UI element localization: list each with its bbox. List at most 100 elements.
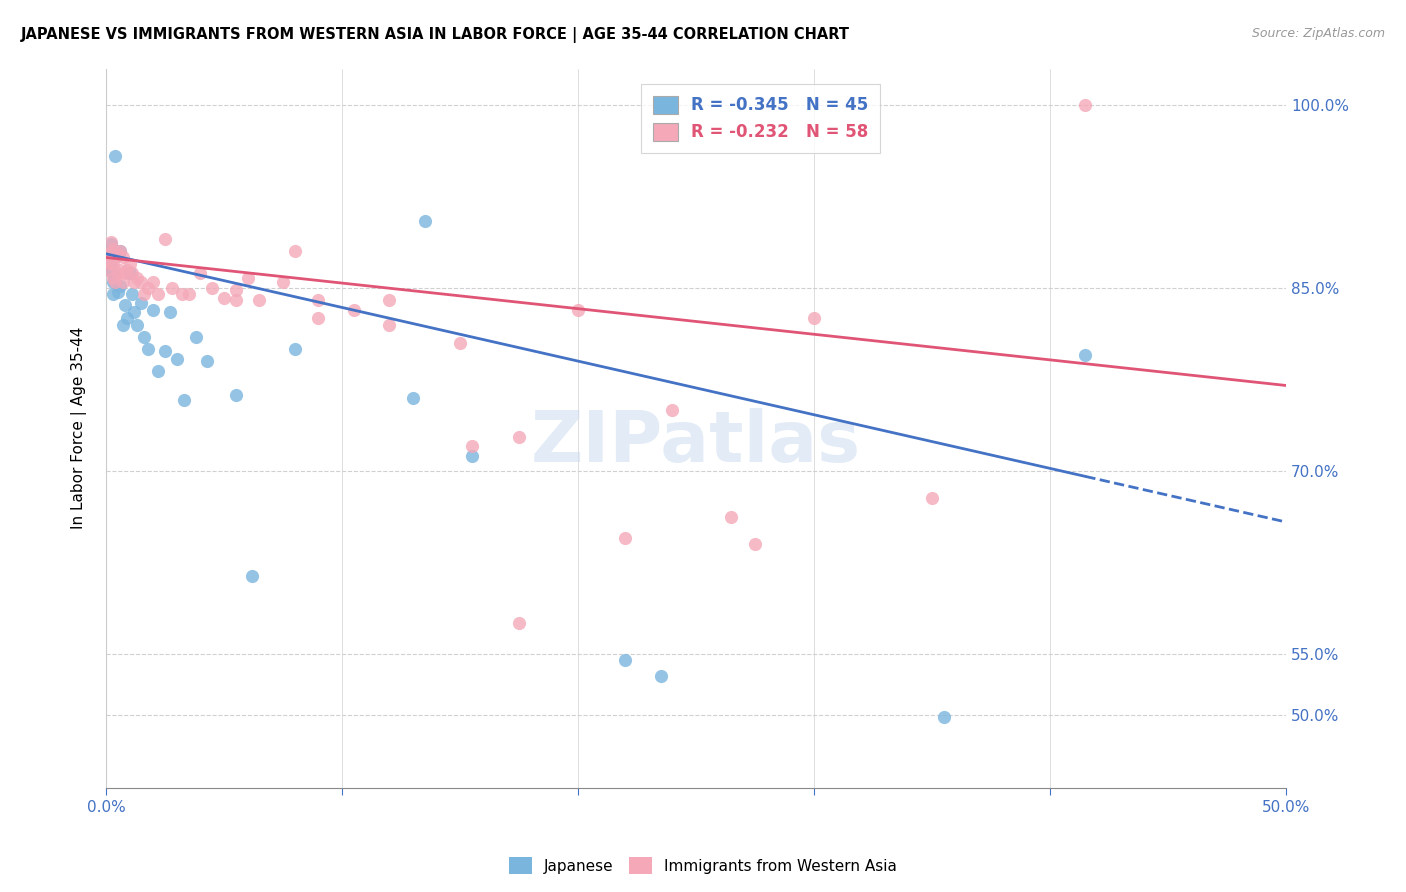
Point <box>921 491 943 505</box>
Point <box>166 351 188 366</box>
Point <box>101 251 124 265</box>
Point <box>132 287 155 301</box>
Point <box>225 293 247 307</box>
Point <box>101 275 124 289</box>
Point <box>100 256 122 270</box>
Point <box>138 281 160 295</box>
Point <box>101 256 124 270</box>
Point <box>413 214 436 228</box>
Point <box>97 247 120 261</box>
Point <box>104 251 127 265</box>
Point <box>108 278 131 293</box>
Point <box>461 449 484 463</box>
Text: JAPANESE VS IMMIGRANTS FROM WESTERN ASIA IN LABOR FORCE | AGE 35-44 CORRELATION : JAPANESE VS IMMIGRANTS FROM WESTERN ASIA… <box>21 27 851 43</box>
Point <box>378 318 401 332</box>
Point <box>104 149 127 163</box>
Point <box>101 287 124 301</box>
Point <box>449 335 471 350</box>
Point <box>111 251 134 265</box>
Legend: Japanese, Immigrants from Western Asia: Japanese, Immigrants from Western Asia <box>503 851 903 880</box>
Point <box>142 302 165 317</box>
Point <box>100 235 122 249</box>
Point <box>461 439 484 453</box>
Point <box>240 568 263 582</box>
Point <box>508 430 530 444</box>
Point <box>225 284 247 298</box>
Point <box>1074 98 1097 112</box>
Point <box>108 262 131 277</box>
Point <box>115 311 138 326</box>
Point <box>124 305 146 319</box>
Point <box>132 329 155 343</box>
Y-axis label: In Labor Force | Age 35-44: In Labor Force | Age 35-44 <box>72 327 87 529</box>
Point <box>124 275 146 289</box>
Point <box>932 710 955 724</box>
Point <box>121 266 143 280</box>
Point <box>212 291 235 305</box>
Point <box>567 302 589 317</box>
Point <box>190 266 212 280</box>
Text: ZIPatlas: ZIPatlas <box>531 408 860 477</box>
Point <box>125 318 148 332</box>
Point <box>101 242 124 256</box>
Point <box>104 275 127 289</box>
Point <box>284 342 307 356</box>
Point <box>118 256 141 270</box>
Point <box>720 510 742 524</box>
Point <box>121 287 143 301</box>
Point <box>614 531 637 545</box>
Point <box>201 281 224 295</box>
Point <box>118 266 141 280</box>
Point <box>153 344 176 359</box>
Point <box>173 393 195 408</box>
Point <box>108 244 131 259</box>
Point <box>614 653 637 667</box>
Point <box>402 391 425 405</box>
Point <box>378 293 401 307</box>
Point <box>101 271 124 285</box>
Point <box>115 262 138 277</box>
Point <box>744 537 766 551</box>
Point <box>1074 348 1097 362</box>
Point <box>650 668 672 682</box>
Point <box>104 275 127 289</box>
Point <box>177 287 200 301</box>
Point <box>160 281 183 295</box>
Point <box>108 244 131 259</box>
Point <box>284 244 307 259</box>
Point <box>247 293 270 307</box>
Point <box>138 342 160 356</box>
Point <box>97 262 120 277</box>
Point <box>170 287 193 301</box>
Point <box>97 244 120 259</box>
Point <box>142 275 165 289</box>
Point <box>97 251 120 265</box>
Point <box>508 616 530 631</box>
Point <box>114 298 136 312</box>
Point <box>100 244 122 259</box>
Point <box>101 266 124 280</box>
Point <box>307 293 329 307</box>
Point <box>114 266 136 280</box>
Point <box>100 247 122 261</box>
Point <box>146 364 169 378</box>
Point <box>131 275 153 289</box>
Point <box>146 287 169 301</box>
Point <box>159 305 181 319</box>
Point <box>125 271 148 285</box>
Point <box>307 311 329 326</box>
Point <box>111 318 134 332</box>
Point <box>100 254 122 268</box>
Point <box>107 266 129 280</box>
Text: Source: ZipAtlas.com: Source: ZipAtlas.com <box>1251 27 1385 40</box>
Point <box>107 248 129 262</box>
Point <box>343 302 366 317</box>
Point <box>107 247 129 261</box>
Point <box>97 254 120 268</box>
Point <box>271 275 294 289</box>
Point <box>661 402 683 417</box>
Point <box>111 275 134 289</box>
Point <box>100 237 122 252</box>
Point <box>803 311 825 326</box>
Point <box>107 285 129 299</box>
